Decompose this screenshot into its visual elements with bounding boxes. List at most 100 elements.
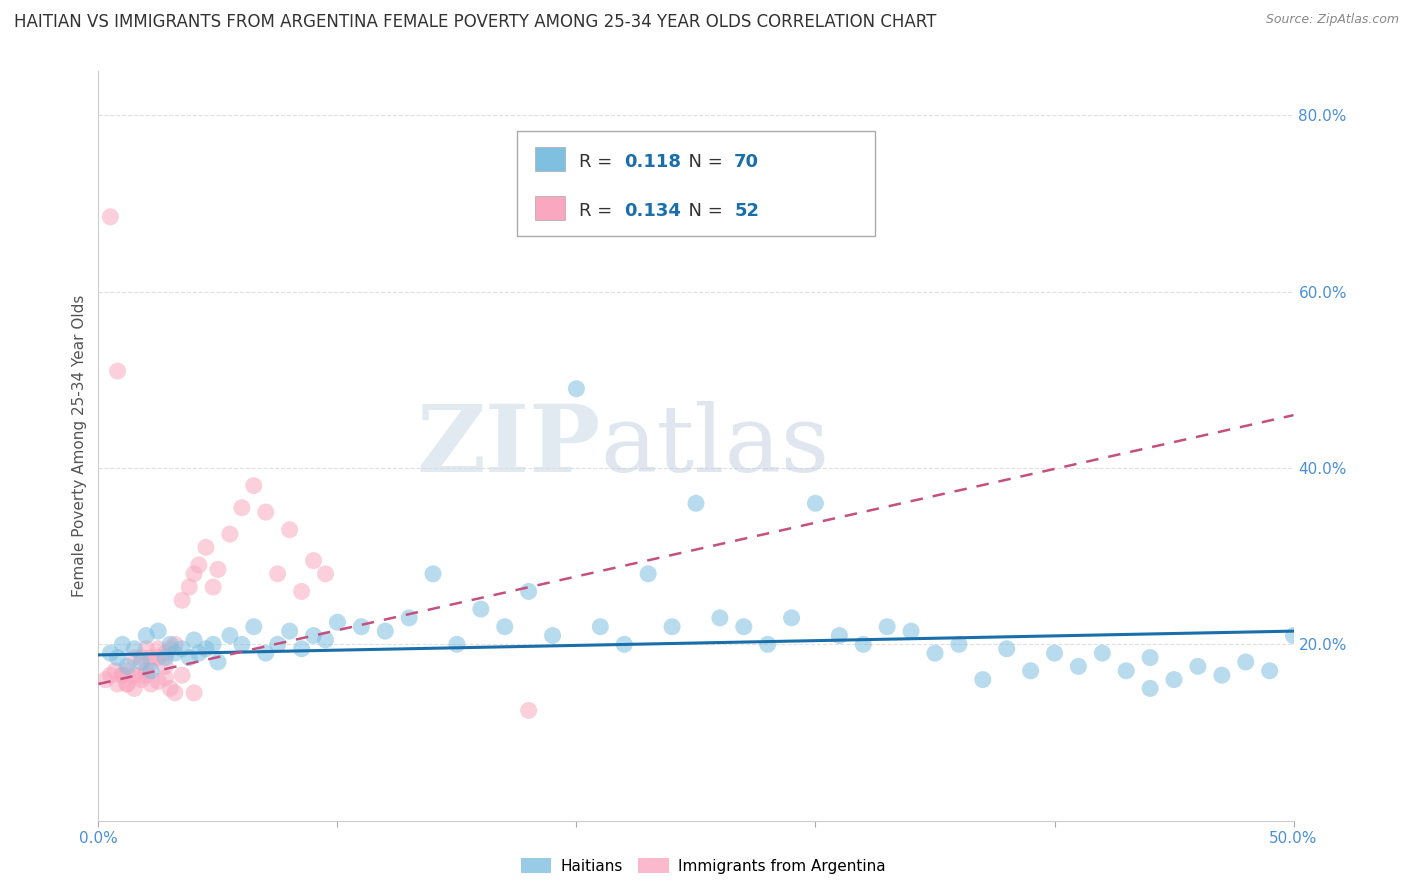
Point (254, 505, 277, 519)
Point (1163, 673, 1185, 687)
Point (107, 677, 129, 691)
Point (111, 637, 134, 651)
Point (494, 620, 516, 634)
Point (995, 641, 1018, 656)
Point (124, 641, 146, 656)
Point (107, 364, 129, 378)
Point (115, 677, 138, 691)
Point (374, 624, 396, 639)
Point (172, 668, 194, 682)
Point (155, 650, 177, 665)
Point (278, 624, 301, 639)
Point (565, 382, 588, 396)
Point (972, 673, 994, 687)
Point (135, 664, 157, 678)
Legend: Haitians, Immigrants from Argentina: Haitians, Immigrants from Argentina (515, 852, 891, 880)
Point (124, 650, 146, 665)
Point (876, 620, 898, 634)
Point (315, 632, 337, 647)
Point (350, 620, 373, 634)
Point (948, 637, 970, 651)
Point (709, 611, 731, 625)
Point (131, 655, 153, 669)
Point (202, 637, 225, 651)
Text: N =: N = (676, 202, 728, 220)
Point (148, 674, 170, 689)
Point (98, 668, 122, 682)
Point (163, 686, 186, 700)
Point (131, 673, 153, 687)
Point (541, 628, 564, 642)
Point (852, 637, 875, 651)
Text: 0.118: 0.118 (624, 153, 682, 170)
Point (207, 655, 229, 669)
Point (115, 659, 138, 673)
Point (163, 637, 186, 651)
Bar (534, 147, 565, 171)
Text: 52: 52 (734, 202, 759, 220)
Point (1115, 664, 1137, 678)
Point (517, 703, 540, 717)
Point (613, 637, 636, 651)
Point (804, 496, 827, 510)
FancyBboxPatch shape (517, 131, 875, 236)
Point (1139, 681, 1161, 696)
Point (195, 641, 218, 656)
Point (155, 659, 177, 673)
Point (828, 628, 851, 642)
Point (756, 637, 779, 651)
Point (159, 681, 181, 696)
Point (267, 566, 290, 581)
Point (219, 527, 242, 541)
Point (155, 646, 177, 660)
Point (183, 632, 205, 647)
Point (104, 664, 127, 678)
Point (135, 641, 157, 656)
Point (115, 677, 138, 691)
Point (219, 628, 242, 642)
Point (1282, 628, 1305, 642)
Point (155, 671, 177, 685)
Text: R =: R = (579, 202, 617, 220)
Point (685, 496, 707, 510)
Point (398, 611, 420, 625)
Point (139, 655, 162, 669)
Point (315, 566, 337, 581)
Point (159, 641, 181, 656)
Point (135, 668, 157, 682)
Point (231, 637, 253, 651)
Point (124, 681, 146, 696)
Point (207, 562, 229, 576)
Point (139, 677, 162, 691)
Point (733, 620, 755, 634)
Text: HAITIAN VS IMMIGRANTS FROM ARGENTINA FEMALE POVERTY AMONG 25-34 YEAR OLDS CORREL: HAITIAN VS IMMIGRANTS FROM ARGENTINA FEM… (14, 13, 936, 31)
Point (111, 668, 134, 682)
Point (291, 641, 314, 656)
Point (589, 620, 612, 634)
Point (278, 523, 301, 537)
Point (422, 566, 444, 581)
Point (139, 664, 162, 678)
Point (1139, 650, 1161, 665)
Point (1187, 659, 1209, 673)
Text: ZIP: ZIP (416, 401, 600, 491)
Point (661, 620, 683, 634)
Point (179, 650, 201, 665)
Point (1019, 664, 1042, 678)
Point (148, 641, 170, 656)
Point (517, 584, 540, 599)
Point (98, 210, 122, 224)
Point (1091, 646, 1114, 660)
Text: 70: 70 (734, 153, 759, 170)
Point (637, 566, 659, 581)
Point (900, 624, 922, 639)
Point (183, 686, 205, 700)
Text: 0.134: 0.134 (624, 202, 681, 220)
Text: N =: N = (676, 153, 728, 170)
Y-axis label: Female Poverty Among 25-34 Year Olds: Female Poverty Among 25-34 Year Olds (72, 295, 87, 597)
Point (202, 580, 225, 594)
Point (163, 646, 186, 660)
Point (187, 646, 209, 660)
Point (148, 624, 170, 639)
Point (446, 637, 468, 651)
